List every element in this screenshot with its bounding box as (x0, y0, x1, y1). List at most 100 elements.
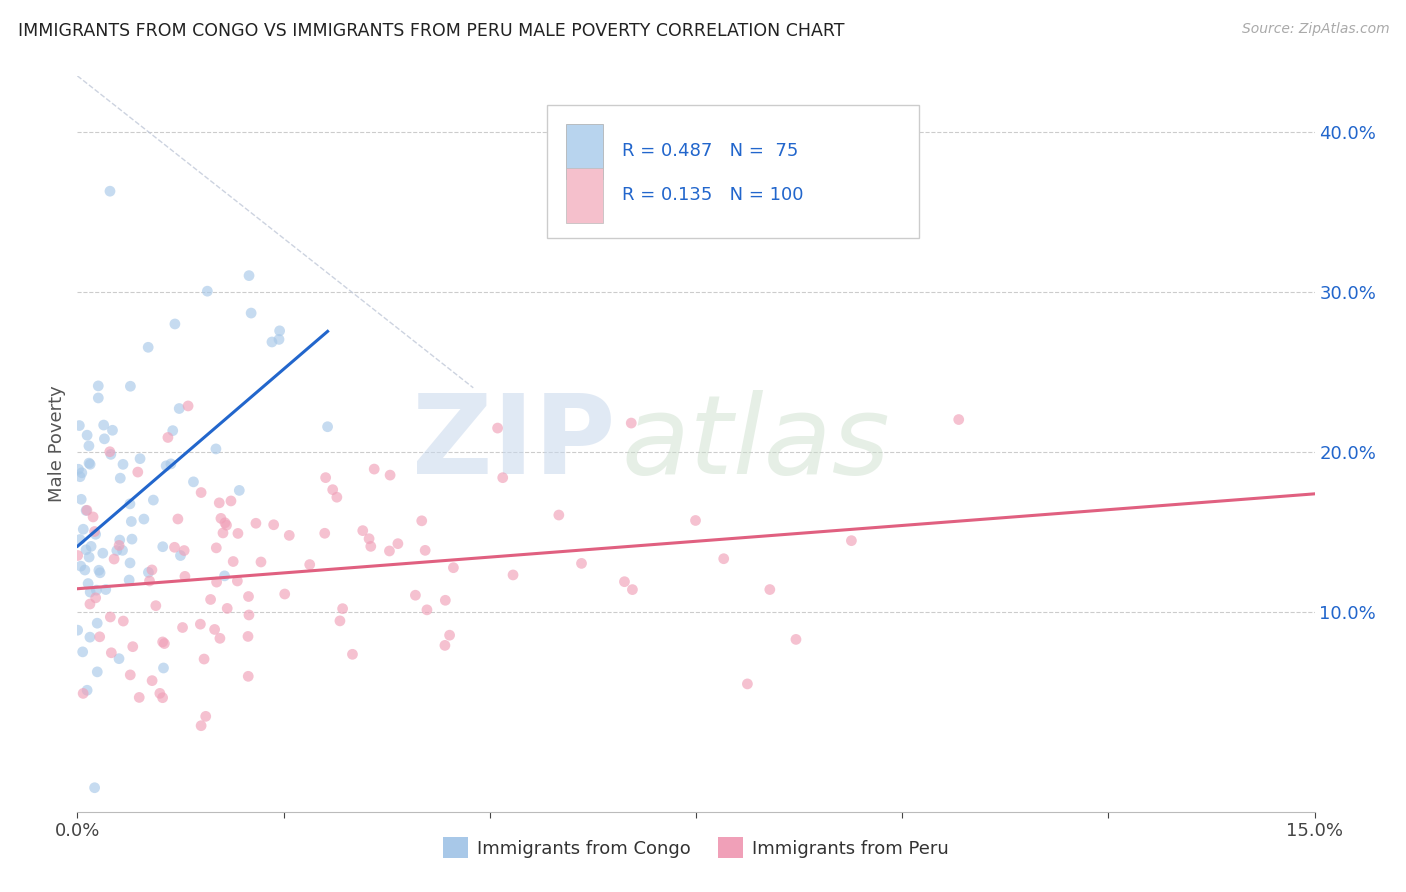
Point (571, 557, 593, 571)
Point (77, 456, 100, 470)
Point (152, 661, 174, 675)
Point (72, 686, 94, 700)
Text: atlas: atlas (621, 391, 890, 497)
Point (759, 582, 782, 597)
Point (217, 601, 239, 615)
Point (98, 184, 121, 198)
Point (200, 592, 222, 607)
Point (195, 284, 218, 298)
Point (378, 544, 401, 558)
Point (145, 599, 167, 613)
Point (238, 669, 260, 683)
Point (212, 525, 235, 540)
Point (193, 652, 215, 666)
Point (240, 306, 263, 320)
Point (226, 526, 249, 541)
Point (332, 601, 354, 615)
Point (278, 528, 301, 542)
Point (352, 524, 374, 538)
Point (86, 665, 108, 679)
Point (70, 492, 93, 507)
Point (111, 458, 134, 472)
Point (69, 533, 91, 547)
Text: R = 0.487   N =  75: R = 0.487 N = 75 (621, 142, 799, 161)
Point (98, 444, 121, 458)
Point (79, 585, 101, 599)
Point (613, 574, 636, 589)
Point (411, 514, 433, 528)
Point (713, 551, 735, 566)
Point (152, 540, 174, 554)
Point (120, 515, 142, 529)
Text: Source: ZipAtlas.com: Source: ZipAtlas.com (1241, 22, 1389, 37)
Point (190, 485, 212, 500)
Point (263, 517, 285, 532)
Point (226, 574, 249, 588)
Point (245, 516, 267, 531)
Point (238, 607, 260, 622)
Point (93, 432, 115, 446)
Point (75, 542, 97, 557)
Point (492, 471, 515, 485)
Point (98, 610, 121, 624)
Y-axis label: Male Poverty: Male Poverty (48, 385, 66, 502)
Point (87, 563, 110, 577)
Point (75, 503, 97, 517)
Point (72, 645, 94, 659)
Point (205, 541, 228, 555)
Point (486, 421, 509, 435)
Point (322, 483, 344, 497)
Point (360, 540, 382, 554)
Point (142, 493, 165, 508)
Point (100, 646, 122, 660)
Point (83, 780, 105, 795)
Point (69, 559, 91, 574)
Point (108, 538, 131, 552)
Point (439, 628, 461, 642)
Point (209, 511, 232, 525)
Text: R = 0.135   N = 100: R = 0.135 N = 100 (621, 186, 803, 204)
Point (77, 550, 100, 565)
Point (82, 510, 104, 524)
Point (70, 466, 93, 480)
Point (138, 566, 160, 580)
Point (112, 614, 135, 628)
Point (89, 566, 111, 580)
Point (76, 683, 98, 698)
Point (79, 457, 101, 471)
Point (66, 549, 89, 563)
Point (208, 496, 231, 510)
Point (194, 709, 217, 723)
Point (83, 524, 105, 539)
FancyBboxPatch shape (547, 105, 918, 237)
Point (163, 541, 186, 555)
Text: ZIP: ZIP (412, 391, 616, 497)
Point (160, 457, 183, 471)
Point (128, 690, 150, 705)
Point (269, 324, 291, 338)
Point (91, 546, 114, 560)
Point (141, 673, 163, 688)
Point (177, 399, 200, 413)
Point (108, 533, 131, 547)
FancyBboxPatch shape (567, 168, 603, 223)
Point (315, 470, 337, 484)
Point (316, 419, 339, 434)
Point (67, 418, 90, 433)
Point (94, 582, 117, 597)
Point (132, 512, 155, 526)
Point (118, 556, 141, 570)
Point (620, 416, 643, 430)
Point (173, 543, 195, 558)
Point (110, 471, 132, 485)
Point (73, 563, 96, 577)
Point (87, 379, 110, 393)
Point (121, 532, 143, 546)
Point (190, 617, 212, 632)
Point (174, 569, 197, 583)
Point (87, 391, 110, 405)
Point (108, 651, 131, 665)
Point (120, 668, 142, 682)
Point (72, 522, 94, 536)
Point (127, 465, 149, 479)
